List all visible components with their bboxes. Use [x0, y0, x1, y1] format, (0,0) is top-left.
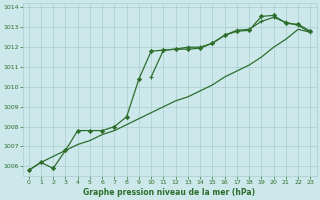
X-axis label: Graphe pression niveau de la mer (hPa): Graphe pression niveau de la mer (hPa) — [84, 188, 256, 197]
